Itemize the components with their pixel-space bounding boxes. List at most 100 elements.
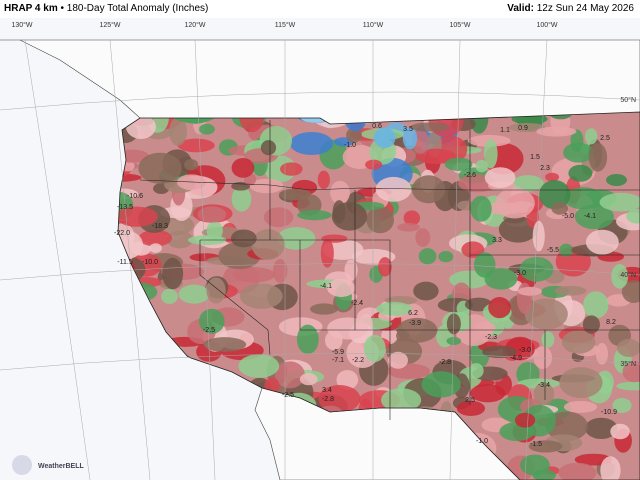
anomaly-patch [289, 131, 334, 155]
anomaly-patch [177, 138, 215, 153]
anomaly-patch [198, 123, 215, 135]
anomaly-patch [536, 126, 577, 137]
anomaly-patch [198, 308, 225, 334]
anomaly-patch [296, 324, 319, 355]
anomaly-patch [482, 345, 518, 359]
anomaly-label: -5.9 [332, 349, 344, 356]
anomaly-patch [280, 162, 303, 176]
anomaly-patch [410, 122, 449, 132]
anomaly-patch [495, 187, 535, 219]
anomaly-label: -22.0 [114, 230, 130, 237]
anomaly-patch [299, 373, 318, 386]
anomaly-label: -3.4 [538, 382, 550, 389]
anomaly-patch [519, 454, 550, 476]
anomaly-patch [138, 152, 182, 184]
anomaly-patch [363, 334, 386, 363]
anomaly-label: -1.0 [344, 142, 356, 149]
anomaly-patch [444, 157, 473, 171]
anomaly-patch [559, 243, 574, 257]
anomaly-patch [251, 229, 285, 261]
anomaly-patch [421, 371, 461, 398]
anomaly-label: -2.4 [351, 300, 363, 307]
anomaly-patch [297, 210, 332, 221]
anomaly-patch [415, 148, 456, 165]
anomaly-patch [488, 297, 511, 319]
anomaly-patch [149, 243, 162, 253]
anomaly-patch [327, 317, 369, 340]
axis-labels: 130°W 125°W 120°W 115°W 110°W 105°W 100°W 50°N 4… [11, 21, 636, 368]
anomaly-patch [275, 361, 305, 389]
anomaly-patch [524, 298, 568, 330]
anomaly-label: -3.9 [409, 320, 421, 327]
header: HRAP 4 km • 180-Day Total Anomaly (Inche… [0, 0, 640, 18]
anomaly-patch [561, 330, 596, 354]
anomaly-label: -2.3 [485, 334, 497, 341]
anomaly-patch [522, 404, 556, 437]
latitude-label: 35°N [620, 360, 636, 368]
anomaly-label: -10.6 [127, 193, 143, 200]
longitude-label: 105°W [449, 21, 470, 29]
description: 180-Day Total Anomaly (Inches) [66, 3, 209, 14]
anomaly-patch [218, 242, 261, 270]
anomaly-patch [415, 228, 431, 248]
anomaly-label: 3.5 [403, 126, 413, 133]
anomaly-patch [584, 417, 618, 440]
anomaly-label: 2.3 [540, 165, 550, 172]
model: HRAP 4 km [4, 3, 58, 14]
anomaly-patch [446, 336, 462, 345]
anomaly-patch [517, 286, 543, 296]
anomaly-patch [332, 200, 346, 224]
anomaly-patch [533, 346, 553, 370]
anomaly-patch [184, 159, 199, 171]
anomaly-patch [483, 139, 498, 169]
anomaly-label: -11.5 [117, 259, 133, 266]
anomaly-patch [599, 192, 640, 212]
anomaly-label: -18.3 [152, 223, 168, 230]
anomaly-patch [554, 285, 587, 296]
anomaly-patch [160, 288, 178, 304]
anomaly-patch [178, 284, 210, 304]
latitude-label: 50°N [620, 96, 636, 104]
anomaly-patch [327, 278, 356, 297]
anomaly-label: -4.9 [510, 355, 522, 362]
anomaly-patch [582, 315, 600, 334]
anomaly-label: -2.5 [203, 327, 215, 334]
anomaly-patch [551, 202, 569, 215]
anomaly-patch [206, 221, 223, 240]
anomaly-patch [545, 172, 560, 182]
anomaly-patch [344, 259, 358, 281]
anomaly-patch [138, 229, 173, 247]
anomaly-patch [118, 206, 158, 227]
anomaly-patch [583, 291, 609, 319]
valid-time: 12z Sun 24 May 2026 [536, 3, 634, 14]
anomaly-patch [519, 256, 554, 282]
title: HRAP 4 km • 180-Day Total Anomaly (Inche… [4, 3, 209, 14]
anomaly-patch [545, 411, 589, 442]
anomaly-label: -13.5 [117, 204, 133, 211]
anomaly-label: -2.5 [282, 392, 294, 399]
anomaly-patch [388, 351, 409, 369]
anomaly-patch [611, 264, 629, 289]
anomaly-patch [263, 207, 294, 228]
anomaly-label: -1.0 [476, 438, 488, 445]
anomaly-patch [413, 281, 439, 301]
anomaly-label: 6.2 [408, 310, 418, 317]
anomaly-patch [197, 206, 227, 223]
longitude-label: 120°W [184, 21, 205, 29]
anomaly-label: -2.8 [439, 359, 451, 366]
anomaly-patch [514, 412, 536, 428]
anomaly-patch [512, 175, 544, 192]
anomaly-label: -10.0 [142, 259, 158, 266]
anomaly-patch [238, 354, 280, 378]
anomaly-patch [166, 230, 194, 249]
anomaly-patch [563, 400, 598, 413]
anomaly-patch [318, 385, 361, 413]
anomaly-patch [320, 238, 334, 268]
longitude-label: 115°W [275, 21, 296, 29]
anomaly-label: 8.2 [606, 319, 616, 326]
anomaly-patch [461, 241, 485, 258]
anomaly-patch [456, 400, 486, 416]
anomaly-patch [606, 173, 628, 187]
anomaly-patch [610, 423, 630, 440]
